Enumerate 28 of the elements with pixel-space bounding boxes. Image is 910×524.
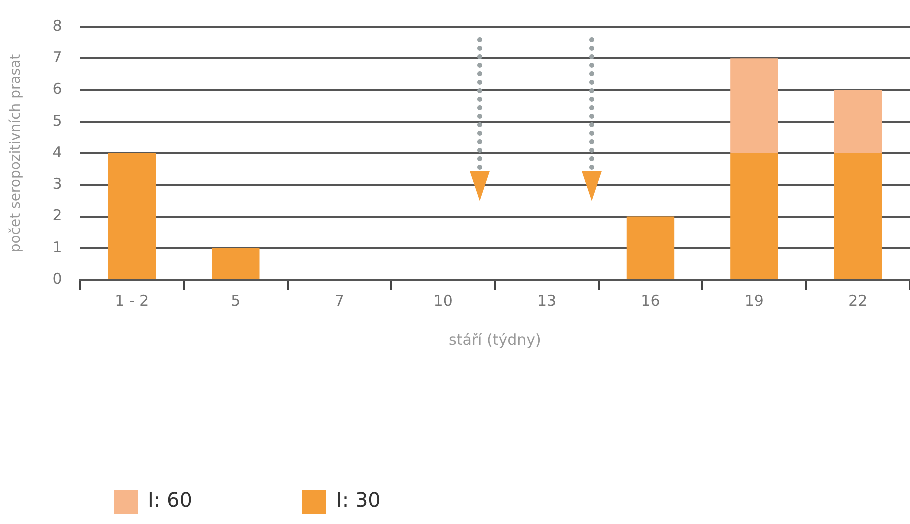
y-tick-label: 3: [52, 175, 62, 194]
legend-label: I: 30: [336, 488, 381, 512]
y-tick-label: 0: [52, 270, 62, 288]
bar: [212, 248, 260, 279]
y-tick-label: 8: [52, 16, 62, 35]
x-tick-label: 7: [334, 292, 344, 310]
y-tick-label: 7: [52, 48, 62, 67]
y-tick-label: 5: [52, 112, 62, 130]
x-axis-title: stáří (týdny): [448, 330, 542, 349]
y-tick-label: 2: [52, 206, 62, 225]
x-tick-label: 16: [641, 292, 660, 310]
y-tick-label: 4: [52, 143, 62, 162]
x-tick-label: 19: [744, 292, 764, 310]
x-tick-label: 10: [434, 292, 453, 310]
bar: [834, 90, 882, 154]
x-tick-label: 1 - 2: [115, 292, 150, 310]
y-tick-label: 1: [52, 238, 62, 256]
bar: [730, 154, 778, 279]
bar: [108, 154, 156, 279]
x-tick-label: 13: [537, 292, 557, 310]
y-tick-label: 6: [52, 80, 62, 98]
bar: [626, 216, 675, 279]
bar: [834, 154, 882, 279]
legend-label: I: 60: [148, 488, 192, 512]
y-axis-title: počet seropozitivních prasat: [8, 54, 24, 253]
x-tick-label: 5: [231, 292, 241, 310]
x-tick-label: 22: [848, 292, 868, 310]
bar: [730, 58, 778, 154]
